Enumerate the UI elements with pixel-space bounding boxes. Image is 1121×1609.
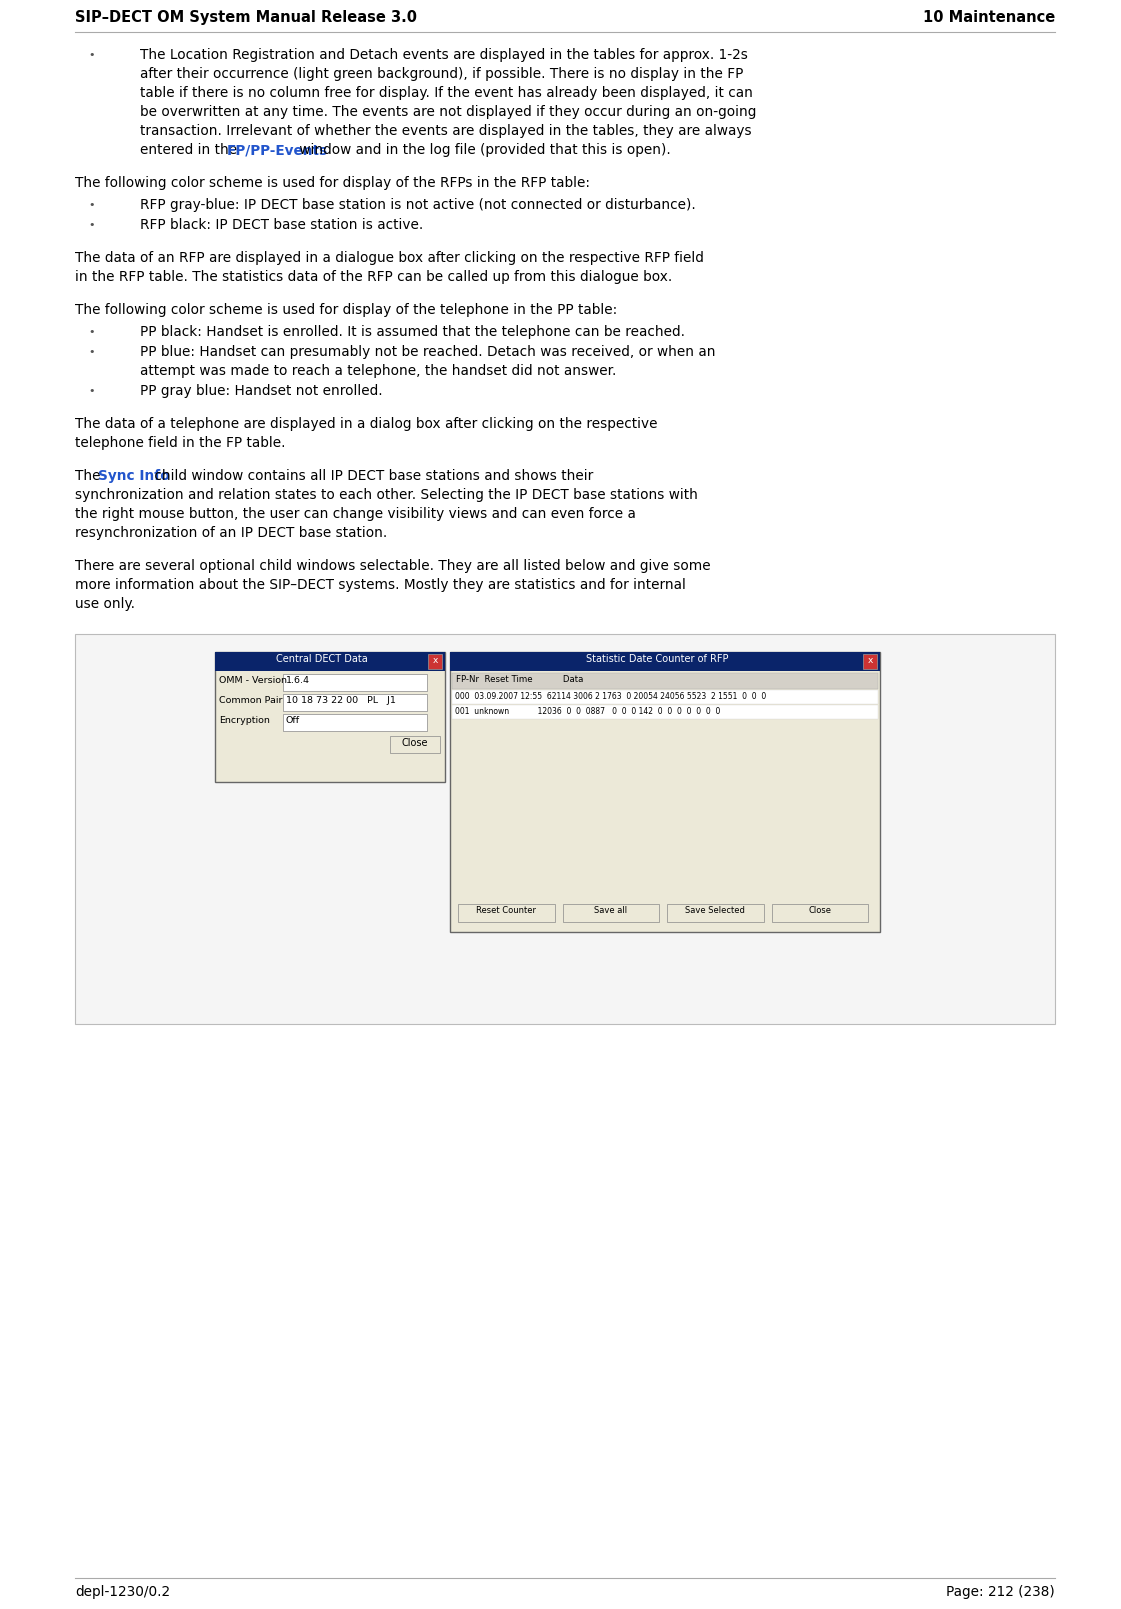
Text: 001  unknown            12036  0  0  0887   0  0  0 142  0  0  0  0  0  0  0: 001 unknown 12036 0 0 0887 0 0 0 142 0 0…	[455, 706, 721, 716]
Text: Save all: Save all	[594, 906, 628, 916]
Bar	[863, 653, 877, 669]
Text: •: •	[89, 348, 94, 357]
Text: Save Selected: Save Selected	[685, 906, 745, 916]
Text: 10 18 73 22 00   PL   J1: 10 18 73 22 00 PL J1	[286, 697, 396, 705]
Text: in the RFP table. The statistics data of the RFP can be called up from this dial: in the RFP table. The statistics data of…	[75, 270, 673, 285]
Text: The data of a telephone are displayed in a dialog box after clicking on the resp: The data of a telephone are displayed in…	[75, 417, 658, 431]
Bar	[452, 673, 878, 689]
Text: window and in the log file (provided that this is open).: window and in the log file (provided tha…	[295, 143, 671, 158]
Bar	[428, 653, 442, 669]
Text: RFP black: IP DECT base station is active.: RFP black: IP DECT base station is activ…	[140, 217, 424, 232]
Text: x: x	[868, 656, 872, 665]
Bar	[771, 904, 868, 922]
Text: •: •	[89, 327, 94, 336]
Text: be overwritten at any time. The events are not displayed if they occur during an: be overwritten at any time. The events a…	[140, 105, 757, 119]
Text: after their occurrence (light green background), if possible. There is no displa: after their occurrence (light green back…	[140, 68, 743, 80]
Text: PP black: Handset is enrolled. It is assumed that the telephone can be reached.: PP black: Handset is enrolled. It is ass…	[140, 325, 685, 339]
Text: more information about the SIP–DECT systems. Mostly they are statistics and for : more information about the SIP–DECT syst…	[75, 578, 686, 592]
Text: The Location Registration and Detach events are displayed in the tables for appr: The Location Registration and Detach eve…	[140, 48, 748, 63]
Text: synchronization and relation states to each other. Selecting the IP DECT base st: synchronization and relation states to e…	[75, 488, 698, 502]
Text: The following color scheme is used for display of the RFPs in the RFP table:: The following color scheme is used for d…	[75, 175, 590, 190]
Text: Close: Close	[401, 739, 428, 748]
Bar	[75, 634, 1055, 1023]
Text: Encryption: Encryption	[219, 716, 270, 726]
Text: There are several optional child windows selectable. They are all listed below a: There are several optional child windows…	[75, 558, 711, 573]
Text: SIP–DECT OM System Manual Release 3.0: SIP–DECT OM System Manual Release 3.0	[75, 10, 417, 26]
Text: OMM - Version: OMM - Version	[219, 676, 287, 685]
Text: The data of an RFP are displayed in a dialogue box after clicking on the respect: The data of an RFP are displayed in a di…	[75, 251, 704, 265]
Text: resynchronization of an IP DECT base station.: resynchronization of an IP DECT base sta…	[75, 526, 387, 541]
Bar	[452, 690, 878, 705]
Bar	[450, 652, 880, 932]
Bar	[563, 904, 659, 922]
Text: •: •	[89, 386, 94, 396]
Text: PP gray blue: Handset not enrolled.: PP gray blue: Handset not enrolled.	[140, 385, 382, 397]
Text: Reset Counter: Reset Counter	[476, 906, 536, 916]
Text: •: •	[89, 50, 94, 60]
Text: attempt was made to reach a telephone, the handset did not answer.: attempt was made to reach a telephone, t…	[140, 364, 617, 378]
Bar	[390, 735, 441, 753]
Text: use only.: use only.	[75, 597, 135, 611]
Text: Common Pair: Common Pair	[219, 697, 282, 705]
Bar	[452, 705, 878, 719]
Text: transaction. Irrelevant of whether the events are displayed in the tables, they : transaction. Irrelevant of whether the e…	[140, 124, 751, 138]
Text: x: x	[433, 656, 437, 665]
Text: RFP gray-blue: IP DECT base station is not active (not connected or disturbance): RFP gray-blue: IP DECT base station is n…	[140, 198, 696, 212]
Text: PP blue: Handset can presumably not be reached. Detach was received, or when an: PP blue: Handset can presumably not be r…	[140, 344, 715, 359]
Text: 10 Maintenance: 10 Maintenance	[923, 10, 1055, 26]
Text: FP-Nr  Reset Time           Data: FP-Nr Reset Time Data	[456, 676, 583, 684]
Text: entered in the: entered in the	[140, 143, 241, 158]
Text: The following color scheme is used for display of the telephone in the PP table:: The following color scheme is used for d…	[75, 302, 618, 317]
Bar	[282, 674, 427, 690]
Text: Close: Close	[808, 906, 832, 916]
Bar	[450, 652, 880, 671]
Text: 000  03.09.2007 12:55  62114 3006 2 1763  0 20054 24056 5523  2 1551  0  0  0: 000 03.09.2007 12:55 62114 3006 2 1763 0…	[455, 692, 767, 702]
Text: depl-1230/0.2: depl-1230/0.2	[75, 1585, 170, 1599]
Text: •: •	[89, 220, 94, 230]
Bar	[215, 652, 445, 671]
Bar	[667, 904, 763, 922]
Bar	[215, 652, 445, 782]
Text: child window contains all IP DECT base stations and shows their: child window contains all IP DECT base s…	[150, 468, 593, 483]
Text: Off: Off	[286, 716, 300, 726]
Text: table if there is no column free for display. If the event has already been disp: table if there is no column free for dis…	[140, 85, 753, 100]
Text: Central DECT Data: Central DECT Data	[276, 653, 368, 665]
Text: Page: 212 (238): Page: 212 (238)	[946, 1585, 1055, 1599]
Text: Statistic Date Counter of RFP: Statistic Date Counter of RFP	[586, 653, 729, 665]
Text: Sync Info: Sync Info	[98, 468, 169, 483]
Text: The: The	[75, 468, 105, 483]
Text: •: •	[89, 200, 94, 211]
Text: the right mouse button, the user can change visibility views and can even force : the right mouse button, the user can cha…	[75, 507, 636, 521]
Bar	[282, 714, 427, 730]
Bar	[458, 904, 555, 922]
Text: FP/PP-Events: FP/PP-Events	[226, 143, 327, 158]
Text: telephone field in the FP table.: telephone field in the FP table.	[75, 436, 286, 451]
Text: 1.6.4: 1.6.4	[286, 676, 311, 685]
Bar	[282, 693, 427, 711]
